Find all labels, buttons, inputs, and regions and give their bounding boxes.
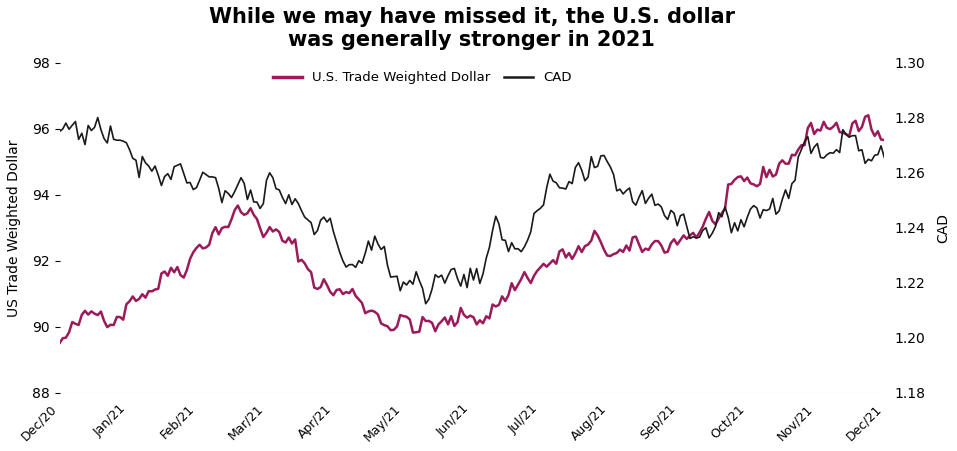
Y-axis label: US Trade Weighted Dollar: US Trade Weighted Dollar [7, 139, 21, 317]
Y-axis label: CAD: CAD [936, 213, 950, 243]
Title: While we may have missed it, the U.S. dollar
was generally stronger in 2021: While we may have missed it, the U.S. do… [209, 7, 735, 50]
Legend: U.S. Trade Weighted Dollar, CAD: U.S. Trade Weighted Dollar, CAD [268, 66, 577, 90]
